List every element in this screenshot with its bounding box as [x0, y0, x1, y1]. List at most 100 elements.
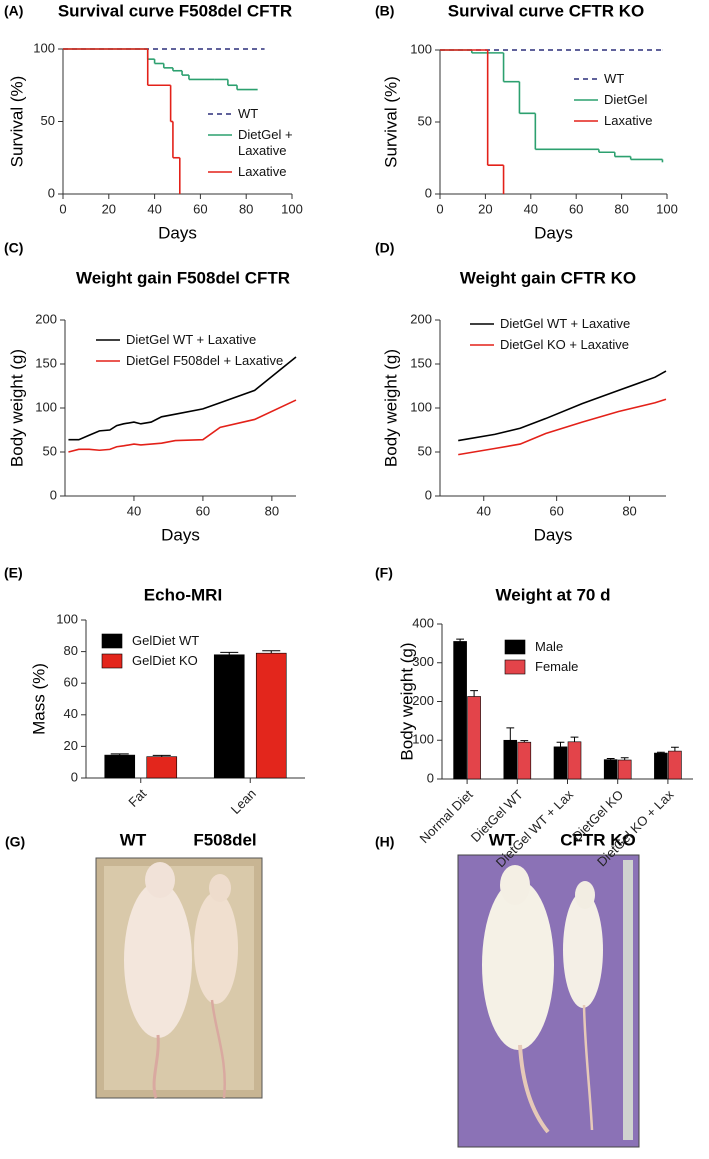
error-bar	[657, 751, 665, 754]
line	[458, 370, 667, 442]
y-tick-label: 0	[50, 487, 57, 502]
rat-tail	[518, 1044, 550, 1134]
bar	[453, 641, 467, 780]
legend-label: DietGel F508del + Laxative	[126, 353, 284, 368]
legend-swatch	[504, 659, 526, 675]
chart-title: Survival curve CFTR KO	[448, 1, 645, 20]
panel-label: (H)	[375, 834, 394, 850]
error-bar	[520, 740, 529, 743]
legend-entry: Laxative	[238, 164, 287, 179]
bar	[213, 654, 245, 779]
rat-tail	[210, 999, 226, 1099]
chart-title: Survival curve F508del CFTR	[58, 1, 292, 20]
x-tick-label: 60	[549, 503, 563, 518]
legend-swatch	[101, 653, 123, 669]
bar	[517, 741, 532, 780]
y-tick-label: 50	[43, 443, 57, 458]
chart-title: Echo-MRI	[144, 585, 222, 604]
x-tick-label: 40	[147, 201, 161, 216]
error-bar	[671, 746, 679, 752]
y-tick-label: 150	[410, 355, 432, 370]
y-tick-label: 50	[41, 113, 55, 128]
x-tick-label: 100	[656, 201, 678, 216]
x-tick-label: 80	[622, 503, 636, 518]
y-tick-label: 50	[418, 113, 432, 128]
photo-label: CFTR KO	[560, 830, 636, 849]
legend-label: Male	[535, 639, 564, 654]
legend-entry: DietGel + Laxative	[238, 127, 293, 158]
error-bar	[620, 757, 629, 761]
x-tick-label: 40	[477, 503, 491, 518]
error-bar	[606, 757, 615, 760]
x-tick-label: 60	[569, 201, 583, 216]
x-tick-label: 80	[614, 201, 628, 216]
y-tick-label: 0	[425, 185, 432, 200]
y-axis-label: Mass (%)	[29, 663, 48, 735]
x-tick-label: 60	[196, 503, 210, 518]
rat-head	[145, 862, 175, 898]
y-tick-label: 100	[412, 732, 434, 747]
rat-head	[500, 865, 530, 905]
chart-title: Weight gain CFTR KO	[460, 268, 636, 287]
rat-body	[124, 882, 192, 1038]
rat-head	[575, 881, 595, 909]
y-tick-label: 200	[412, 693, 434, 708]
photo-label: F508del	[193, 830, 256, 849]
line	[68, 399, 297, 453]
x-tick-label: 20	[478, 201, 492, 216]
legend-label: WT	[604, 71, 625, 86]
legend-label: DietGel	[604, 92, 648, 107]
bar	[567, 741, 582, 780]
x-tick-label: Normal Diet	[417, 787, 476, 846]
rat-body	[194, 892, 238, 1004]
x-tick-label: 80	[265, 503, 279, 518]
x-tick-label: 20	[102, 201, 116, 216]
bar	[146, 756, 178, 779]
panel-label: (E)	[4, 565, 23, 581]
legend-entry: Male	[535, 639, 564, 654]
legend-label: DietGel KO + Laxative	[500, 337, 629, 352]
x-axis-label: Days	[534, 525, 573, 544]
bar	[668, 750, 682, 780]
y-tick-label: 80	[64, 643, 78, 658]
y-tick-label: 400	[412, 615, 434, 630]
x-axis-label: Days	[161, 525, 200, 544]
photo-label: WT	[489, 830, 516, 849]
bar	[503, 739, 518, 780]
legend-entry: GelDiet KO	[132, 653, 198, 668]
y-tick-label: 100	[35, 399, 57, 414]
y-axis-label: Body weight (g)	[381, 349, 400, 467]
legend-label: DietGel WT + Laxative	[500, 316, 631, 331]
rat-tail	[582, 1004, 594, 1131]
y-tick-label: 0	[71, 769, 78, 784]
y-tick-label: 50	[418, 443, 432, 458]
y-axis-label: Body weight (g)	[397, 642, 416, 760]
legend-entry: Female	[535, 659, 578, 674]
chart-title: Weight gain F508del CFTR	[76, 268, 290, 287]
panel-label: (A)	[4, 3, 23, 19]
y-axis-label: Survival (%)	[381, 76, 400, 168]
x-tick-label: 60	[193, 201, 207, 216]
y-tick-label: 150	[35, 355, 57, 370]
y-axis-label: Body weight (g)	[7, 349, 26, 467]
error-bar	[220, 651, 239, 655]
y-tick-label: 300	[412, 654, 434, 669]
y-tick-label: 200	[410, 311, 432, 326]
x-tick-label: 40	[524, 201, 538, 216]
error-bar	[570, 736, 579, 742]
bar	[603, 759, 618, 780]
x-axis-label: Days	[158, 223, 197, 242]
y-tick-label: 60	[64, 675, 78, 690]
legend-label: Laxative	[238, 164, 287, 179]
error-bar	[556, 741, 565, 747]
rat-head	[209, 874, 231, 902]
y-axis-label: Survival (%)	[7, 76, 26, 168]
y-tick-label: 20	[64, 738, 78, 753]
legend-entry: WT	[604, 71, 625, 86]
rat-tail	[152, 1034, 160, 1099]
chart-title: Weight at 70 d	[496, 585, 611, 604]
legend-entry: GelDiet WT	[132, 633, 199, 648]
x-tick-label: Fat	[125, 786, 149, 810]
line	[458, 398, 667, 456]
